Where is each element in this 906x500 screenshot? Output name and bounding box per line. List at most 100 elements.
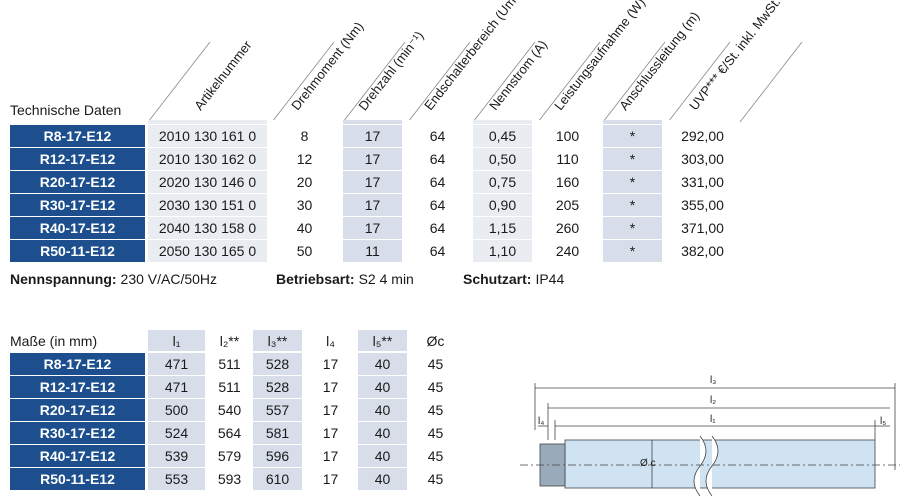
cell: 17	[308, 445, 353, 468]
cell: 40	[272, 217, 337, 240]
cell: 40	[358, 376, 407, 399]
header-strip	[668, 120, 737, 124]
header-strip	[603, 120, 662, 124]
cell: 471	[148, 353, 205, 376]
cell: 40	[358, 422, 407, 445]
cell: 528	[253, 376, 302, 399]
cell: 45	[413, 376, 458, 399]
cell: 331,00	[668, 171, 737, 194]
cell: 64	[408, 125, 467, 148]
cell: 64	[408, 240, 467, 263]
cell: 40	[358, 445, 407, 468]
row-label: R12-17-E12	[10, 148, 145, 171]
cell: 45	[413, 353, 458, 376]
note-value: S2 4 min	[358, 271, 414, 287]
note-value: IP44	[535, 271, 565, 287]
cell: 45	[413, 422, 458, 445]
column-header: l₅**	[358, 330, 407, 352]
cell: 17	[343, 171, 402, 194]
cell: 0,90	[473, 194, 532, 217]
column-header: Øc	[413, 330, 458, 352]
cell: 610	[253, 468, 302, 491]
cell: 539	[148, 445, 205, 468]
cell: 17	[343, 217, 402, 240]
row-label: R50-11-E12	[10, 240, 145, 263]
cell: *	[603, 148, 662, 171]
motor-drawing	[520, 383, 900, 497]
cell: 11	[343, 240, 402, 263]
cell: 511	[210, 376, 249, 399]
note-value: 230 V/AC/50Hz	[120, 271, 218, 287]
cell: *	[603, 240, 662, 263]
cell: 2010 130 161 0	[148, 125, 267, 148]
cell: 471	[148, 376, 205, 399]
cell: 0,75	[473, 171, 532, 194]
cell: 17	[308, 376, 353, 399]
cell: *	[603, 194, 662, 217]
header-strip	[148, 120, 267, 124]
cell: 100	[538, 125, 597, 148]
cell: 1,10	[473, 240, 532, 263]
cell: 17	[308, 399, 353, 422]
cell: 50	[272, 240, 337, 263]
cell: 45	[413, 399, 458, 422]
cell: 2010 130 162 0	[148, 148, 267, 171]
cell: 581	[253, 422, 302, 445]
cell: 500	[148, 399, 205, 422]
cell: 64	[408, 194, 467, 217]
cell: *	[603, 217, 662, 240]
cell: 30	[272, 194, 337, 217]
cell: 17	[343, 148, 402, 171]
cell: 557	[253, 399, 302, 422]
cell: 45	[413, 445, 458, 468]
header-strip	[272, 120, 337, 124]
cell: 160	[538, 171, 597, 194]
cell: 64	[408, 171, 467, 194]
cell: 45	[413, 468, 458, 491]
cell: 579	[210, 445, 249, 468]
cell: 17	[308, 353, 353, 376]
cell: 8	[272, 125, 337, 148]
column-header: l₂**	[210, 330, 249, 352]
cell: *	[603, 125, 662, 148]
column-header: l₁	[148, 330, 205, 352]
cell: 205	[538, 194, 597, 217]
dimension-label: l₅	[880, 416, 887, 427]
cell: 1,15	[473, 217, 532, 240]
cell: 64	[408, 217, 467, 240]
cell: 17	[308, 468, 353, 491]
cell: 40	[358, 353, 407, 376]
table-title: Technische Daten	[10, 102, 122, 118]
dimension-label: l₄	[538, 416, 545, 427]
cell: 593	[210, 468, 249, 491]
row-label: R12-17-E12	[10, 376, 145, 399]
cell: 12	[272, 148, 337, 171]
row-label: R40-17-E12	[10, 217, 145, 240]
row-label: R8-17-E12	[10, 353, 145, 376]
dimension-label: l₁	[710, 414, 716, 425]
cell: 17	[343, 194, 402, 217]
header-strip	[538, 120, 597, 124]
row-label: R30-17-E12	[10, 194, 145, 217]
dimension-label: l₃	[710, 375, 717, 386]
cell: 17	[308, 422, 353, 445]
row-label: R8-17-E12	[10, 125, 145, 148]
cell: 2050 130 165 0	[148, 240, 267, 263]
header-dividers	[147, 41, 803, 123]
cell: 0,50	[473, 148, 532, 171]
cell: 355,00	[668, 194, 737, 217]
header-strip	[473, 120, 532, 124]
header-strip	[408, 120, 467, 124]
column-header: l₄	[308, 330, 353, 352]
note-label: Nennspannung:	[10, 271, 117, 287]
row-label: R50-11-E12	[10, 468, 145, 491]
cell: 64	[408, 148, 467, 171]
cell: 260	[538, 217, 597, 240]
column-header: l₃**	[253, 330, 302, 352]
cell: 564	[210, 422, 249, 445]
cell: 2030 130 151 0	[148, 194, 267, 217]
note-label: Betriebsart:	[276, 271, 355, 287]
cell: 382,00	[668, 240, 737, 263]
